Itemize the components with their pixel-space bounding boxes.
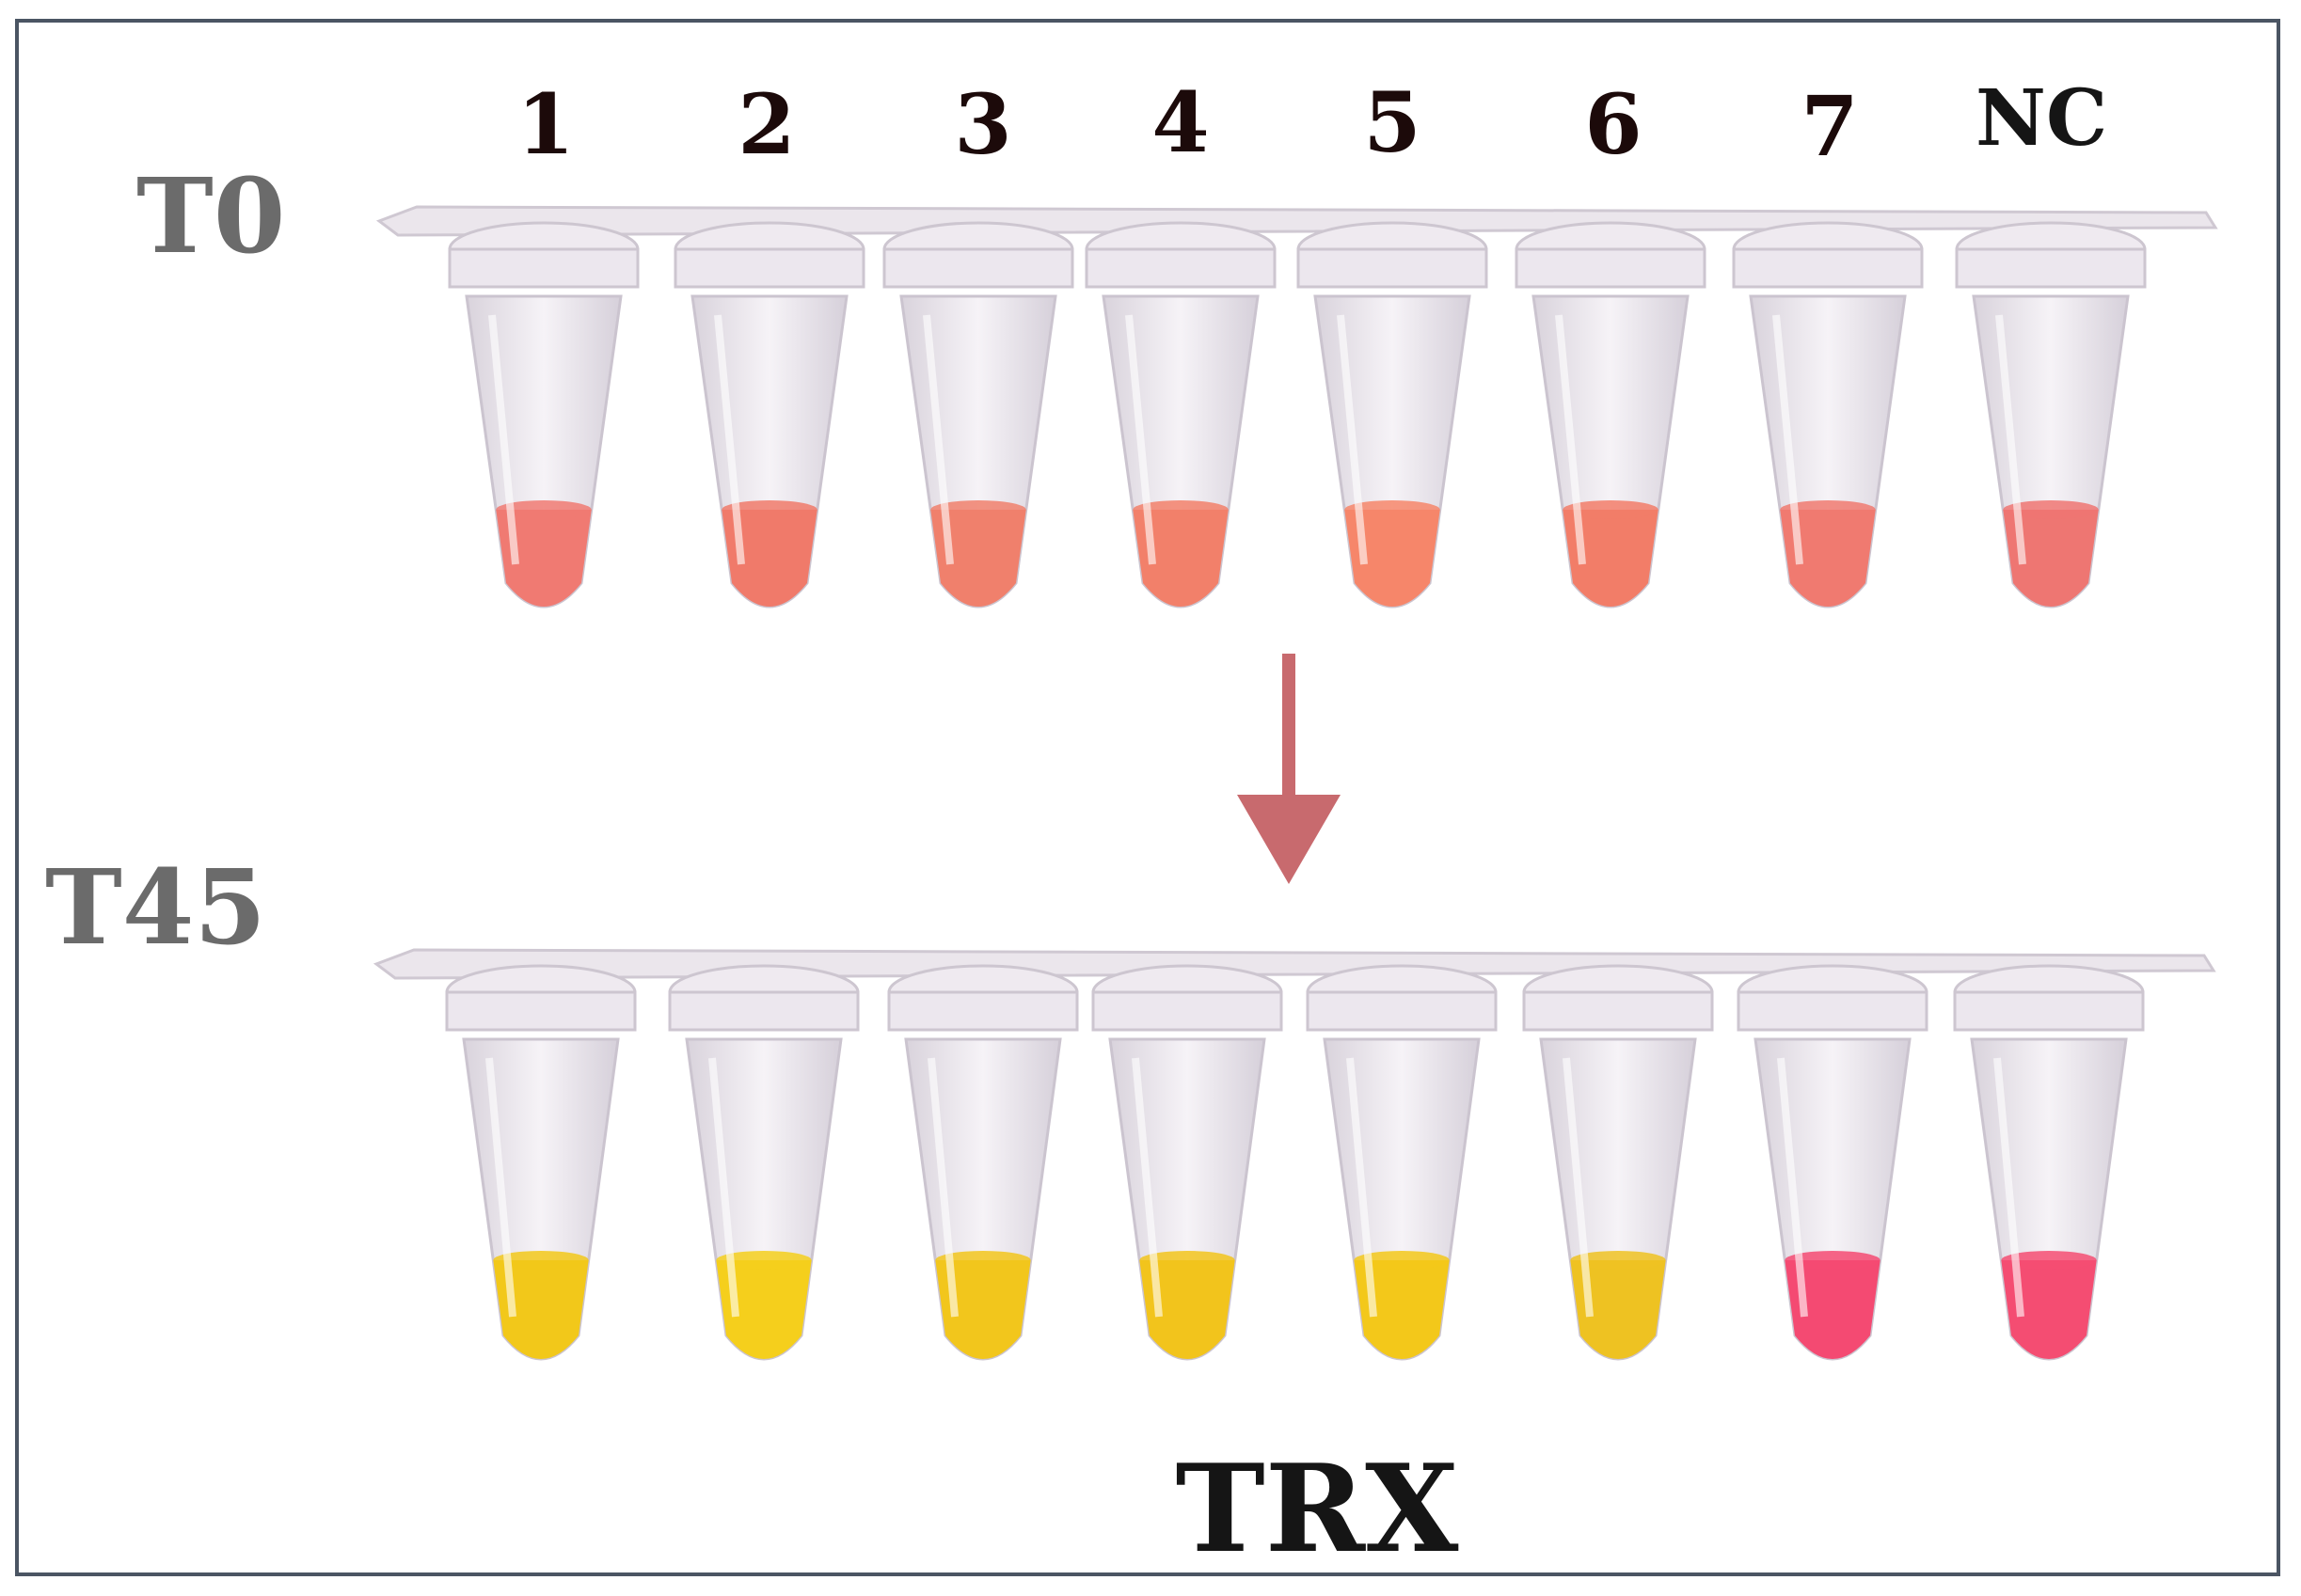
lane-label-nc: NC	[1976, 73, 2108, 164]
strip-bar	[375, 205, 2218, 237]
pcr-tube-1	[448, 221, 640, 608]
pcr-tube-1	[445, 964, 637, 1361]
liquid-sample	[1133, 510, 1229, 607]
pcr-tube-5	[1296, 221, 1488, 608]
liquid-sample	[935, 1260, 1031, 1359]
liquid-sample	[496, 510, 592, 607]
liquid-sample	[722, 510, 817, 607]
strip-bar	[373, 948, 2216, 980]
liquid-sample	[1354, 1260, 1450, 1359]
pcr-tube-2	[674, 221, 865, 608]
figure-caption: TRX	[1175, 1439, 1459, 1580]
pcr-tube-6	[1522, 964, 1714, 1361]
pcr-tube-8	[1953, 964, 2145, 1361]
lane-label-1: 1	[516, 75, 575, 173]
pcr-tube-8	[1955, 221, 2147, 608]
pcr-tube-7	[1732, 221, 1924, 608]
liquid-sample	[716, 1260, 812, 1359]
pcr-tube-4	[1091, 964, 1283, 1361]
row-label-t45: T45	[45, 846, 266, 968]
liquid-sample	[1570, 1260, 1666, 1359]
lane-label-3: 3	[954, 75, 1012, 173]
liquid-sample	[930, 510, 1026, 607]
pcr-tube-3	[887, 964, 1079, 1361]
liquid-sample	[2001, 1260, 2097, 1359]
tube-strip-t0	[375, 205, 2218, 608]
lane-label-5: 5	[1363, 73, 1421, 171]
tube-strip-t45	[373, 948, 2216, 1361]
liquid-sample	[1139, 1260, 1235, 1359]
lane-label-4: 4	[1151, 73, 1210, 171]
liquid-sample	[1780, 510, 1876, 607]
liquid-sample	[1563, 510, 1658, 607]
lane-label-2: 2	[738, 75, 796, 173]
lane-label-7: 7	[1801, 77, 1859, 175]
liquid-sample	[2003, 510, 2099, 607]
pcr-tube-6	[1515, 221, 1706, 608]
pcr-tube-3	[882, 221, 1074, 608]
pcr-tube-7	[1737, 964, 1928, 1361]
liquid-sample	[1344, 510, 1440, 607]
pcr-tube-4	[1085, 221, 1277, 608]
pcr-tube-2	[668, 964, 860, 1361]
row-label-t0: T0	[136, 155, 286, 277]
liquid-sample	[493, 1260, 589, 1359]
down-arrow-icon	[1237, 654, 1341, 884]
pcr-tube-5	[1306, 964, 1498, 1361]
liquid-sample	[1785, 1260, 1880, 1359]
lane-label-6: 6	[1584, 75, 1642, 173]
